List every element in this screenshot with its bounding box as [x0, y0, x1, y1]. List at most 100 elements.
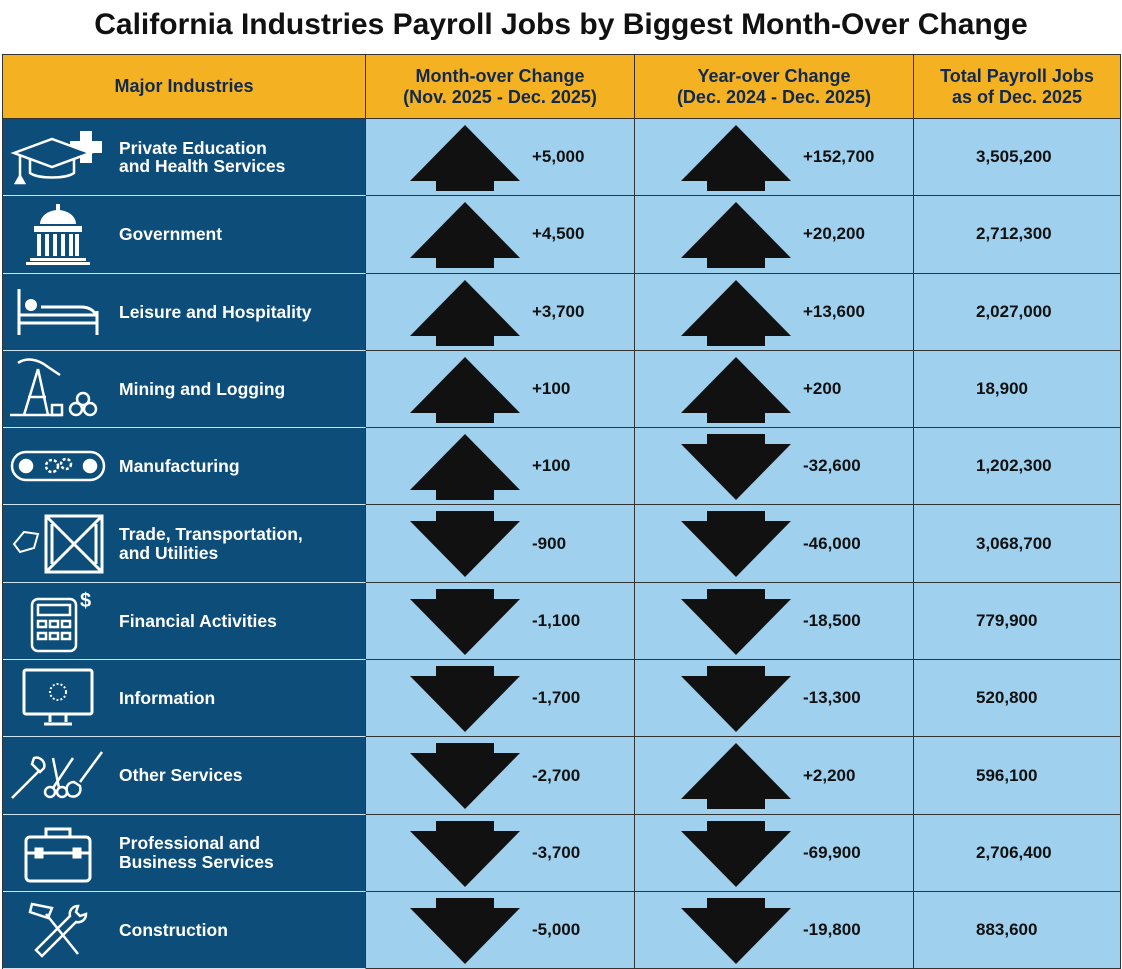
- industry-label: Manufacturing: [119, 456, 240, 477]
- year-over-change-cell: -19,800: [635, 891, 914, 969]
- arrow-up-icon: [410, 434, 520, 501]
- capitol-building-icon: [3, 199, 113, 269]
- arrow-up-icon: [681, 202, 791, 269]
- arrow-up-icon: [681, 279, 791, 346]
- industry-name-line1: Leisure and Hospitality: [119, 301, 312, 322]
- month-over-change-value: +100: [532, 456, 571, 476]
- year-over-change-cell: -18,500: [635, 582, 914, 661]
- industry-label: Professional and Business Services: [119, 834, 274, 871]
- year-over-change-cell: +200: [635, 350, 914, 429]
- industry-name-line2: Business Services: [119, 851, 274, 872]
- arrow-down-icon: [681, 666, 791, 733]
- month-over-change-value: -900: [532, 533, 567, 553]
- year-over-change-cell: -69,900: [635, 814, 914, 892]
- industry-name-line1: Professional and: [119, 833, 261, 854]
- industry-name-line1: Information: [119, 688, 216, 709]
- industry-label: Mining and Logging: [119, 378, 286, 399]
- total-payroll-jobs-cell: 18,900: [914, 350, 1121, 429]
- year-over-change-value: +2,200: [803, 765, 856, 785]
- total-payroll-jobs-cell: 3,505,200: [914, 119, 1121, 197]
- industry-cell: $ Financial Activities: [3, 582, 366, 661]
- header-total-line1: Total Payroll Jobs: [940, 65, 1094, 86]
- month-over-change-value: +100: [532, 379, 571, 399]
- month-over-change-cell: +100: [366, 428, 635, 506]
- industry-cell: Government: [3, 196, 366, 274]
- total-payroll-jobs-value: 779,900: [976, 610, 1038, 630]
- month-over-change-value: -3,700: [532, 842, 581, 862]
- month-over-change-cell: -5,000: [366, 891, 635, 969]
- total-payroll-jobs-cell: 1,202,300: [914, 428, 1121, 506]
- month-over-change-cell: +4,500: [366, 196, 635, 274]
- total-payroll-jobs-value: 520,800: [976, 688, 1038, 708]
- arrow-down-icon: [410, 897, 520, 964]
- hammer-wrench-icon: [3, 895, 113, 965]
- industry-cell: Information: [3, 660, 366, 738]
- total-payroll-jobs-cell: 2,027,000: [914, 273, 1121, 351]
- total-payroll-jobs-value: 3,505,200: [976, 147, 1052, 167]
- month-over-change-cell: -900: [366, 505, 635, 583]
- arrow-down-icon: [681, 820, 791, 887]
- industry-label: Other Services: [119, 766, 243, 785]
- arrow-down-icon: [410, 666, 520, 733]
- month-over-change-cell: -2,700: [366, 737, 635, 815]
- oil-pump-logs-icon: [3, 354, 113, 424]
- year-over-change-value: -69,900: [803, 842, 861, 862]
- month-over-change-value: +3,700: [532, 301, 585, 321]
- svg-text:$: $: [80, 590, 91, 612]
- year-over-change-value: +200: [803, 379, 842, 399]
- industry-name-line1: Private Education: [119, 137, 267, 158]
- wrench-scissors-brush-icon: [3, 741, 113, 811]
- month-over-change-cell: -1,100: [366, 582, 635, 661]
- year-over-change-value: +13,600: [803, 301, 865, 321]
- total-payroll-jobs-value: 3,068,700: [976, 533, 1052, 553]
- year-over-change-cell: -46,000: [635, 505, 914, 583]
- industry-label: Trade, Transportation, and Utilities: [119, 525, 303, 562]
- arrow-down-icon: [410, 588, 520, 655]
- total-payroll-jobs-cell: 2,712,300: [914, 196, 1121, 274]
- arrow-down-icon: [410, 743, 520, 810]
- total-payroll-jobs-value: 2,027,000: [976, 301, 1052, 321]
- bed-icon: [3, 277, 113, 347]
- industry-cell: Professional and Business Services: [3, 814, 366, 892]
- industry-label: Leisure and Hospitality: [119, 301, 312, 322]
- total-payroll-jobs-cell: 2,706,400: [914, 814, 1121, 892]
- year-over-change-cell: -32,600: [635, 428, 914, 506]
- month-over-change-cell: +5,000: [366, 119, 635, 197]
- header-total-payroll-jobs: Total Payroll Jobs as of Dec. 2025: [914, 55, 1121, 119]
- briefcase-icon: [3, 818, 113, 888]
- header-mom-line1: Month-over Change: [415, 65, 585, 86]
- header-industry-label: Major Industries: [114, 76, 254, 97]
- payroll-table: Major Industries Month-over Change (Nov.…: [2, 54, 1121, 969]
- total-payroll-jobs-cell: 520,800: [914, 660, 1121, 738]
- total-payroll-jobs-value: 1,202,300: [976, 456, 1052, 476]
- year-over-change-value: -19,800: [803, 920, 861, 940]
- industry-cell: Leisure and Hospitality: [3, 273, 366, 351]
- industry-name-line2: and Health Services: [119, 156, 286, 177]
- year-over-change-value: +20,200: [803, 224, 865, 244]
- year-over-change-cell: +13,600: [635, 273, 914, 351]
- month-over-change-value: -1,100: [532, 610, 581, 630]
- arrow-down-icon: [681, 434, 791, 501]
- arrow-up-icon: [681, 743, 791, 810]
- header-year-over-change: Year-over Change (Dec. 2024 - Dec. 2025): [635, 55, 914, 119]
- arrow-up-icon: [410, 356, 520, 423]
- month-over-change-cell: -3,700: [366, 814, 635, 892]
- arrow-down-icon: [410, 820, 520, 887]
- total-payroll-jobs-value: 596,100: [976, 765, 1038, 785]
- month-over-change-cell: +3,700: [366, 273, 635, 351]
- header-yoy-line1: Year-over Change: [697, 65, 851, 86]
- total-payroll-jobs-value: 883,600: [976, 920, 1038, 940]
- year-over-change-value: +152,700: [803, 147, 875, 167]
- arrow-up-icon: [410, 125, 520, 191]
- industry-label: Government: [119, 225, 222, 244]
- header-total-line2: as of Dec. 2025: [951, 86, 1083, 107]
- arrow-up-icon: [410, 202, 520, 269]
- industry-name-line1: Mining and Logging: [119, 378, 286, 399]
- total-payroll-jobs-cell: 779,900: [914, 582, 1121, 661]
- industry-name-line1: Manufacturing: [119, 456, 240, 477]
- year-over-change-cell: +2,200: [635, 737, 914, 815]
- total-payroll-jobs-value: 2,712,300: [976, 224, 1052, 244]
- industry-name-line1: Trade, Transportation,: [119, 524, 303, 545]
- arrow-up-icon: [681, 125, 791, 191]
- arrow-down-icon: [681, 588, 791, 655]
